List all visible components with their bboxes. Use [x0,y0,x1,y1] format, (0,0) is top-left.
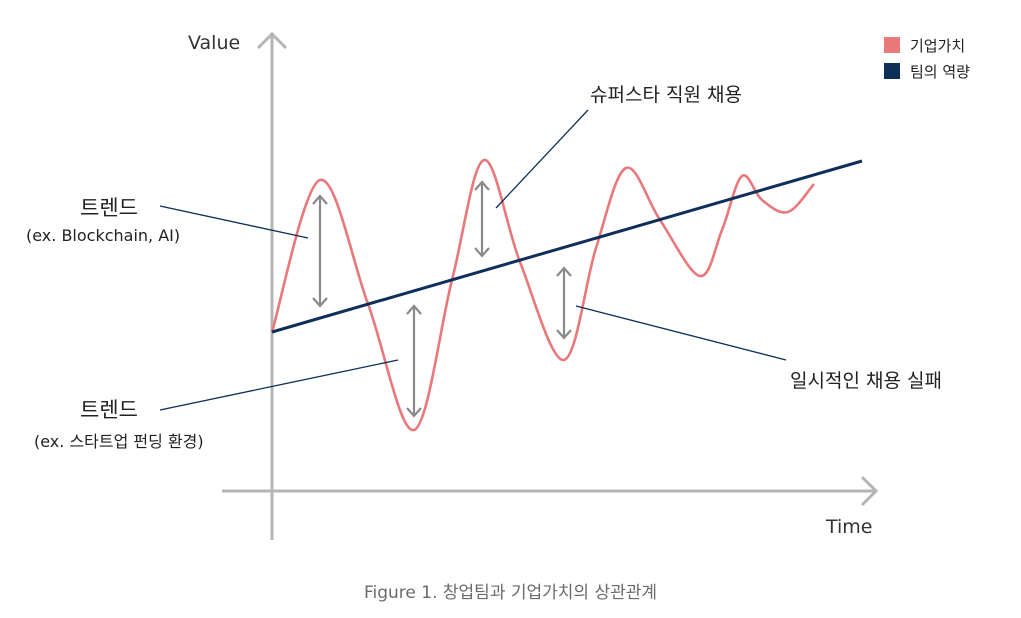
legend-item-company-value: 기업가치 [884,32,970,58]
figure-caption: Figure 1. 창업팀과 기업가치의 상관관계 [363,583,658,603]
company-value-curve [270,158,815,432]
leader-superstar [495,109,589,209]
arrow-superstar [474,180,490,258]
legend-label-company-value: 기업가치 [910,36,966,55]
annotation-trend-up-title: 트렌드 [80,196,138,220]
x-axis-arrowhead [860,475,879,507]
leader-lines [159,109,787,411]
leader-trend-down [159,359,399,411]
annotation-trend-up-example: (ex. Blockchain, AI) [26,226,181,245]
annotation-trend-down-example: (ex. 스타트업 펀딩 환경) [34,432,204,451]
legend-label-team-capability: 팀의 역량 [910,62,970,81]
leader-trend-up [159,205,309,239]
legend-swatch-team-capability [884,63,900,79]
axes [222,31,879,540]
annotation-trend-down-title: 트렌드 [80,398,138,422]
arrow-trend-up [312,194,328,308]
legend-swatch-company-value [884,37,900,53]
deviation-arrows [312,180,572,418]
team-capability-line [271,159,863,334]
arrow-hiring-fail [556,266,572,340]
leader-hiring-fail [575,305,787,361]
annotation-hiring-failure: 일시적인 채용 실패 [790,370,942,392]
annotation-superstar-hire: 슈퍼스타 직원 채용 [590,84,742,106]
y-axis-label: Value [188,32,241,54]
legend-item-team-capability: 팀의 역량 [884,58,970,84]
arrow-trend-down [406,304,422,418]
x-axis-label: Time [826,516,873,538]
y-axis-arrowhead [256,31,288,50]
legend: 기업가치 팀의 역량 [884,32,970,84]
